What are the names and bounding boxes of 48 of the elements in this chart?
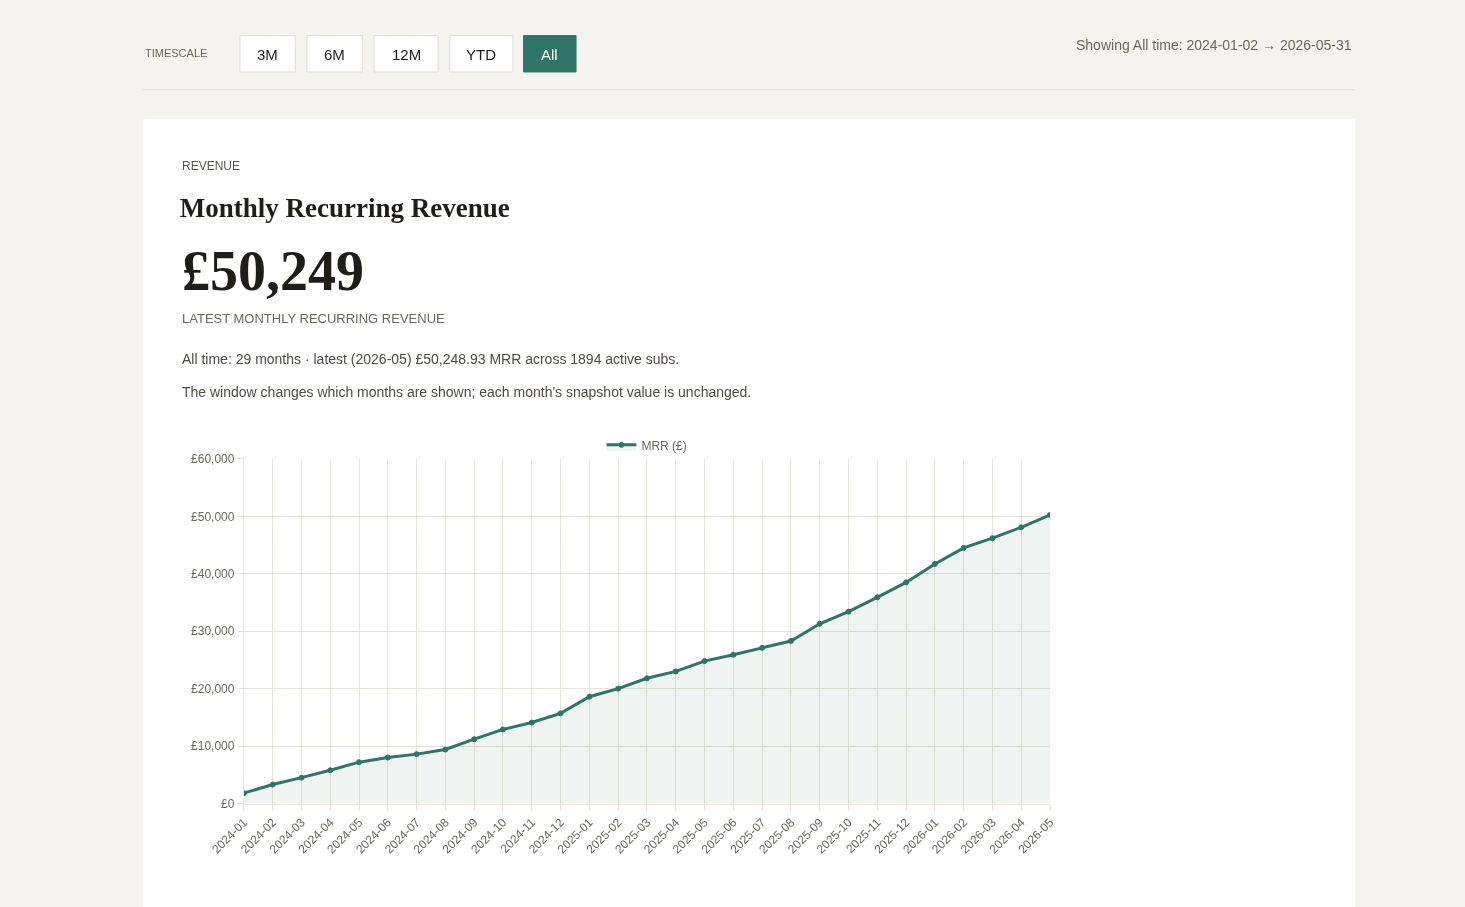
point [903, 579, 910, 586]
point [874, 594, 881, 601]
point [1018, 524, 1025, 531]
y-tick-label: £50,000 [191, 509, 235, 524]
point [528, 719, 535, 726]
point [327, 767, 334, 774]
y-tick-label: £10,000 [191, 739, 235, 754]
point [442, 746, 449, 753]
chart-title: Monthly Recurring Revenue [179, 193, 510, 224]
point [759, 644, 766, 651]
point [298, 774, 305, 781]
point [557, 710, 564, 717]
text: 3M [257, 46, 278, 63]
point [643, 675, 650, 682]
y-tick-label: £40,000 [191, 566, 235, 581]
text: TIMESCALE [145, 47, 208, 59]
y-tick-label: £0 [221, 796, 235, 811]
y-tick-label: £20,000 [191, 681, 235, 696]
text: Showing All time: 2024-01-02 → 2026-05-31 [1076, 37, 1352, 53]
text: £50,249 [182, 240, 364, 302]
text: All [541, 46, 558, 63]
text: The window changes which months are shown; each month's snapshot value is unchanged. [182, 384, 752, 400]
y-tick-label: £60,000 [191, 452, 235, 467]
point [816, 620, 823, 627]
point [586, 693, 593, 700]
text: 12M [392, 46, 422, 63]
point [787, 637, 794, 644]
text: LATEST MONTHLY RECURRING REVENUE [182, 311, 446, 326]
legend-label: MRR (£) [641, 438, 687, 453]
point [845, 608, 852, 615]
point [701, 658, 708, 665]
point [413, 751, 420, 758]
text: 6M [324, 46, 345, 63]
y-tick-label: £30,000 [191, 624, 235, 639]
text: All time: 29 months · latest (2026-05) £50,248.93 MRR across 1894 active subs. [182, 351, 680, 367]
point [931, 561, 938, 568]
point [672, 668, 679, 675]
text: REVENUE [182, 159, 241, 173]
point [269, 781, 276, 788]
point [356, 759, 363, 766]
point [730, 651, 737, 658]
point [960, 544, 967, 551]
point [471, 736, 478, 743]
point [989, 535, 996, 542]
point [499, 726, 506, 733]
point [615, 685, 622, 692]
text: YTD [466, 46, 497, 63]
point [384, 754, 391, 761]
